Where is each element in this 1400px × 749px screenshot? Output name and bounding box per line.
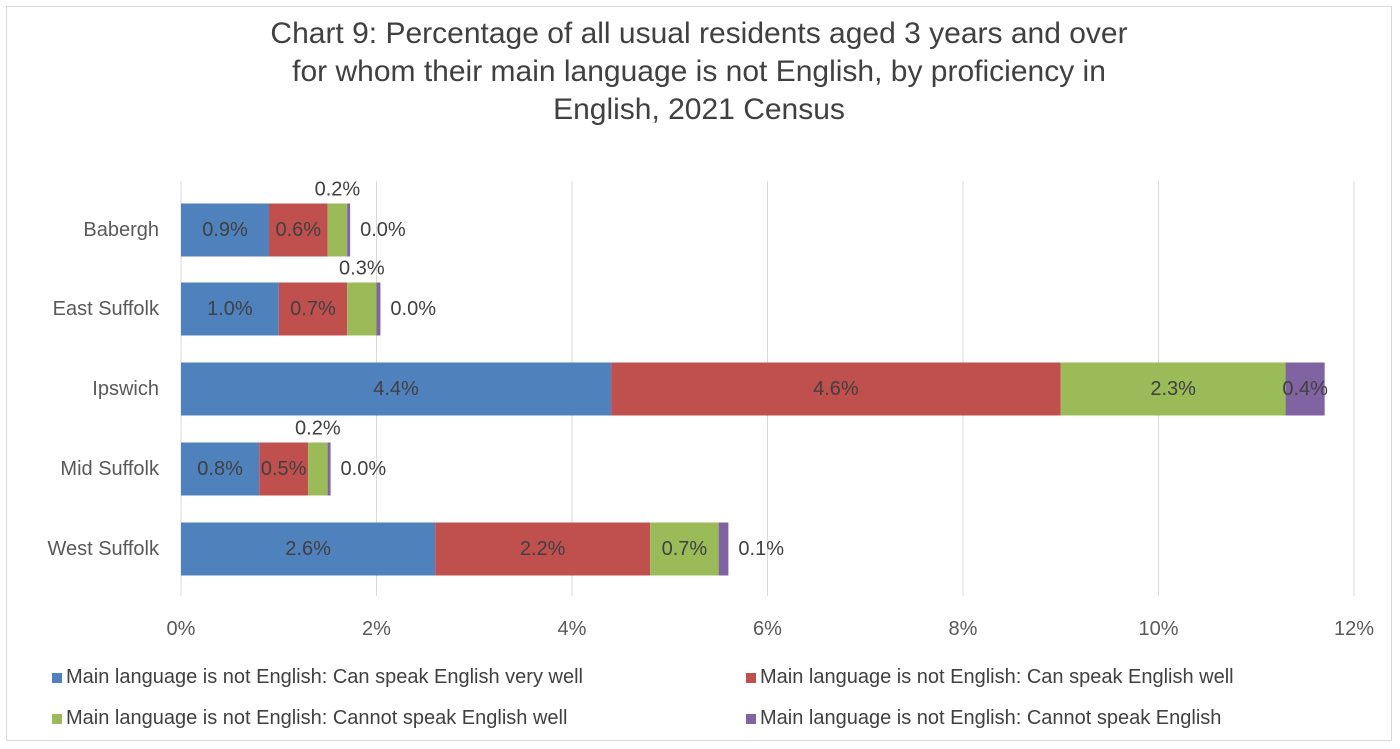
data-label: 1.0% [207, 298, 253, 320]
bar-segment [181, 442, 260, 496]
category-label: Mid Suffolk [60, 458, 160, 480]
chart-title-line: English, 2021 Census [553, 93, 845, 126]
data-label: 0.3% [339, 258, 385, 280]
bar-segment [268, 203, 328, 257]
x-tick-label: 8% [949, 618, 978, 640]
bar-segment [650, 522, 719, 576]
chart-title: Chart 9: Percentage of all usual residen… [7, 15, 1391, 129]
x-tick-label: 2% [362, 618, 391, 640]
data-label: 4.6% [813, 378, 859, 400]
data-label: 0.7% [290, 298, 336, 320]
x-tick-label: 10% [1138, 618, 1178, 640]
x-tick-label: 0% [167, 618, 196, 640]
data-label: 0.0% [341, 458, 387, 480]
bar-segment [327, 203, 348, 257]
data-label: 0.7% [662, 538, 708, 560]
bar-segment [376, 282, 381, 336]
bar-segment [278, 282, 348, 336]
bar-segment [611, 362, 1061, 416]
data-label: 0.6% [276, 219, 322, 241]
x-tick-label: 4% [558, 618, 587, 640]
data-label: 4.4% [373, 378, 419, 400]
bar-segment [181, 362, 612, 416]
category-label: East Suffolk [53, 298, 160, 320]
data-label: 0.5% [261, 458, 307, 480]
x-tick-label: 6% [753, 618, 782, 640]
data-label: 2.3% [1150, 378, 1196, 400]
category-label: Ipswich [92, 378, 159, 400]
data-label: 2.2% [520, 538, 566, 560]
bar-segment [181, 282, 279, 336]
data-label: 0.0% [360, 219, 406, 241]
data-label: 0.2% [295, 418, 341, 440]
chart-title-line: Chart 9: Percentage of all usual residen… [270, 17, 1128, 50]
bar-segment [1285, 362, 1325, 416]
chart-title-line: for whom their main language is not Engl… [292, 55, 1106, 88]
bar-segment [181, 203, 269, 257]
data-label: 0.1% [738, 538, 784, 560]
data-label: 0.9% [202, 219, 248, 241]
category-label: Babergh [83, 219, 159, 241]
bar-segment [435, 522, 651, 576]
bar-segment [259, 442, 309, 496]
data-label: 0.2% [315, 179, 361, 201]
data-label: 0.4% [1282, 378, 1328, 400]
category-label: West Suffolk [47, 538, 160, 560]
data-label: 2.6% [285, 538, 331, 560]
bar-segment [327, 442, 331, 496]
data-label: 0.8% [197, 458, 243, 480]
x-tick-label: 12% [1334, 618, 1374, 640]
bar-segment [718, 522, 729, 576]
bar-segment [1060, 362, 1286, 416]
bar-segment [347, 282, 377, 336]
bar-segment [347, 203, 351, 257]
bar-segment [308, 442, 328, 496]
data-label: 0.0% [390, 298, 436, 320]
bar-segment [181, 522, 436, 576]
